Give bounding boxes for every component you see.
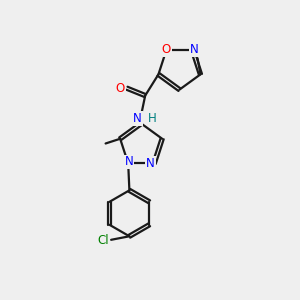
Text: N: N	[146, 157, 155, 170]
Text: N: N	[133, 112, 142, 125]
Text: O: O	[162, 43, 171, 56]
Text: N: N	[190, 43, 198, 56]
Text: O: O	[116, 82, 125, 95]
Text: N: N	[124, 155, 133, 169]
Text: Cl: Cl	[97, 234, 109, 247]
Text: H: H	[148, 112, 156, 125]
